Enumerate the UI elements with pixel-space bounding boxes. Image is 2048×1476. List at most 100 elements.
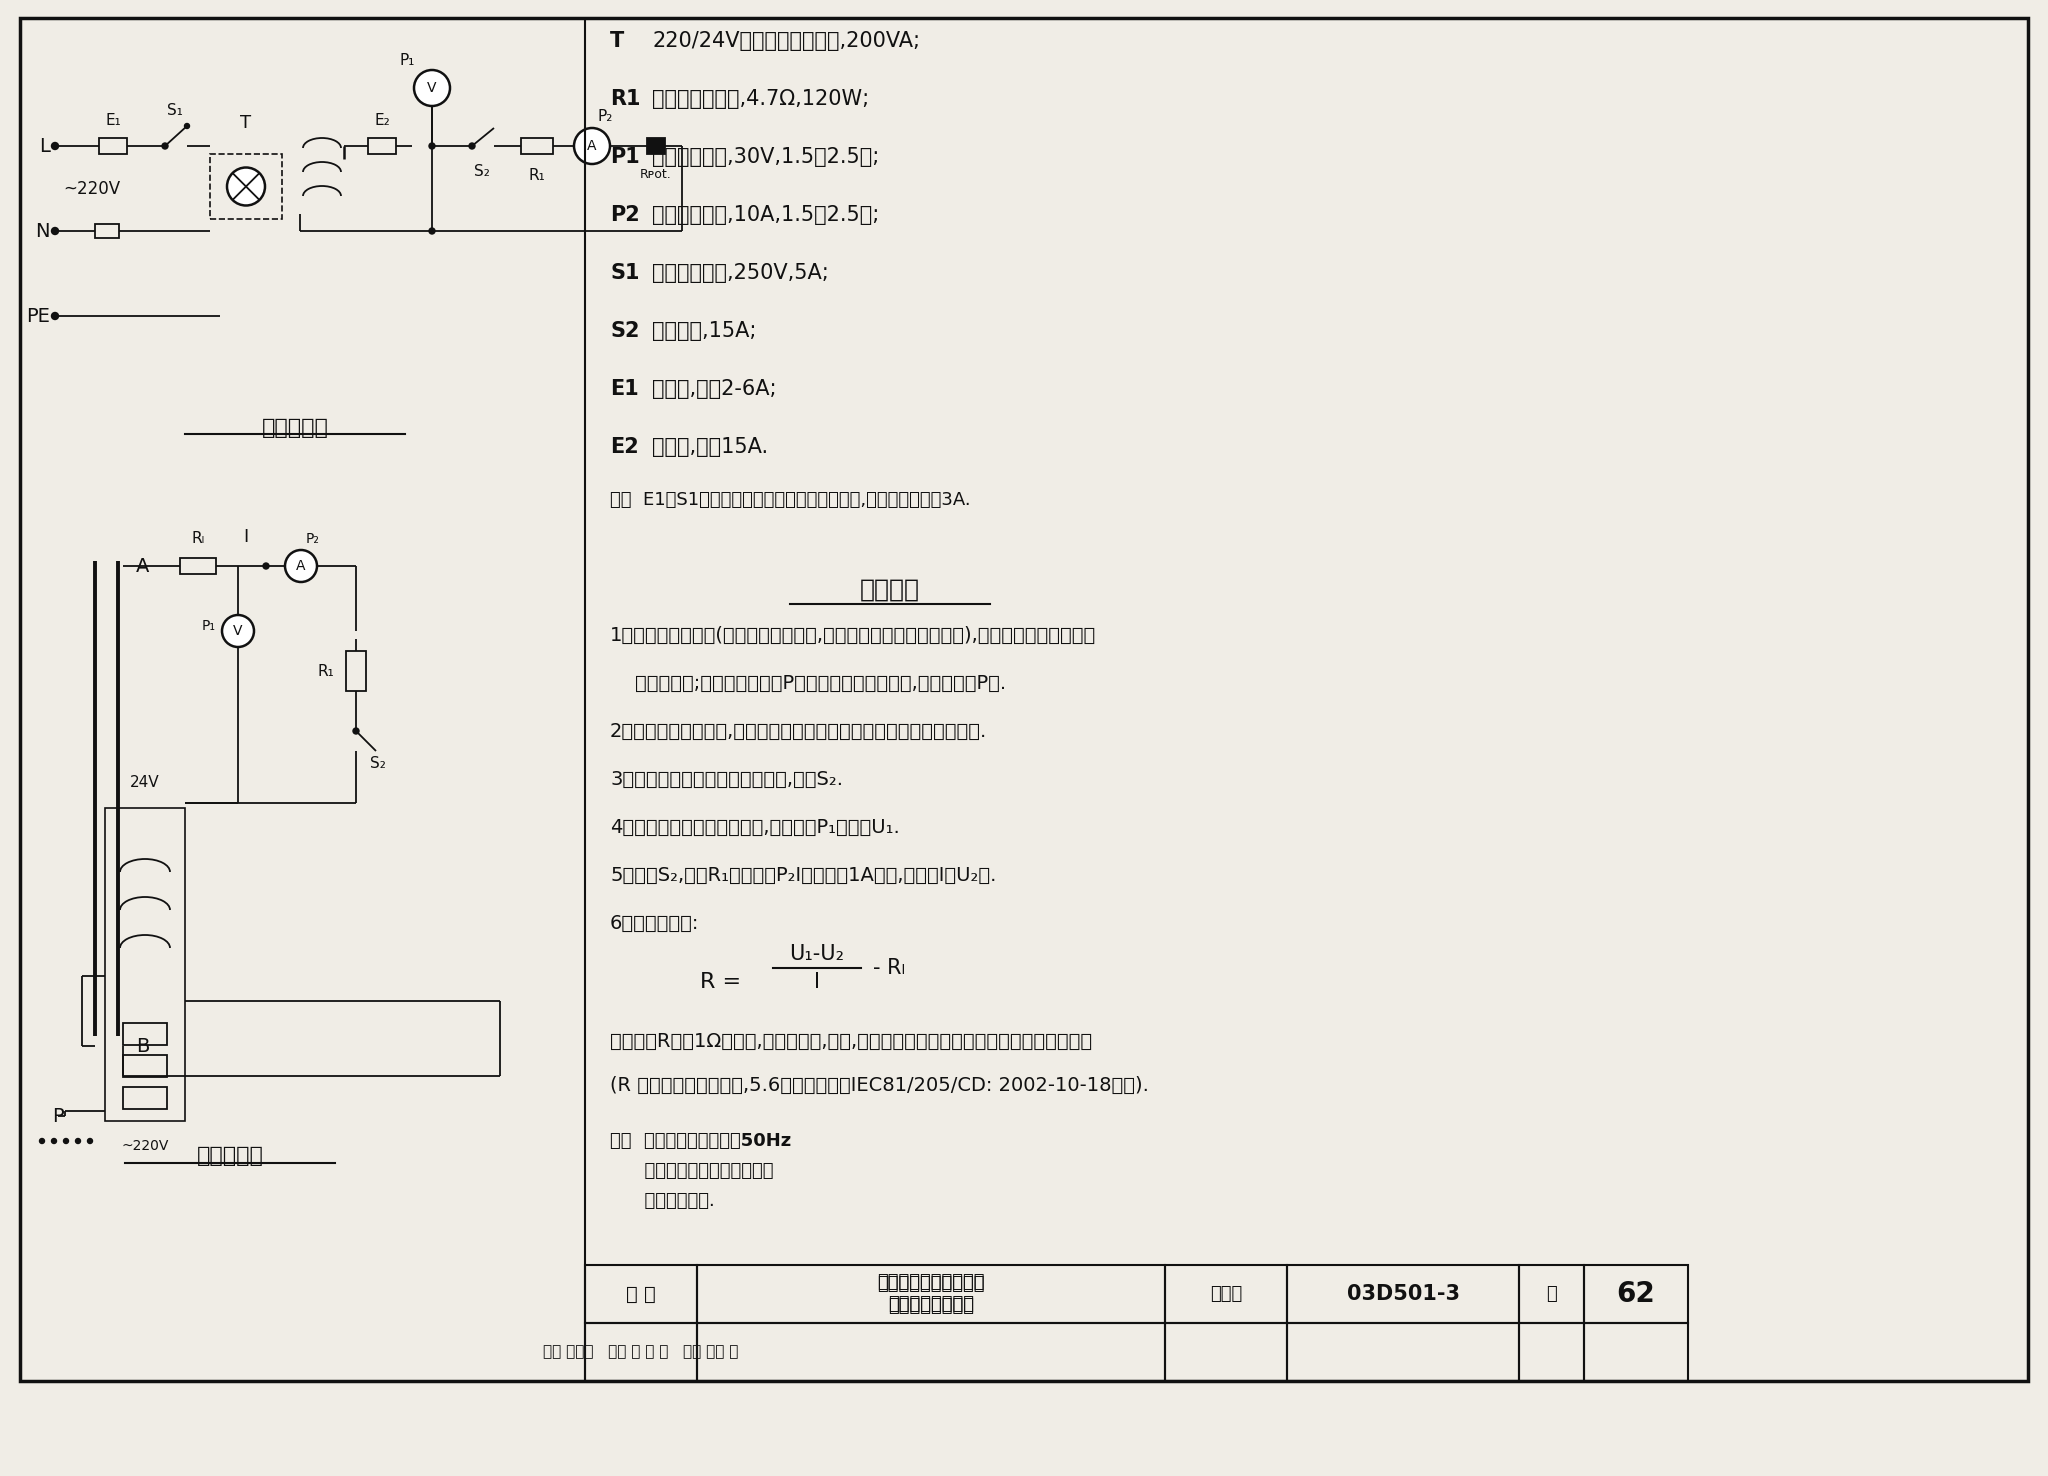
- Text: ~220V: ~220V: [63, 180, 121, 198]
- Circle shape: [227, 167, 264, 205]
- Text: N: N: [35, 221, 49, 241]
- Text: 审核 批光径   校对 高 反 拓   设计 板维 名: 审核 批光径 校对 高 反 拓 设计 板维 名: [543, 1345, 739, 1359]
- Text: 对已建成建筑物测量其
钢筋体电阻的方法: 对已建成建筑物测量其 钢筋体电阻的方法: [877, 1275, 985, 1314]
- Text: 足要求的测量.: 足要求的测量.: [610, 1193, 715, 1210]
- Text: E1: E1: [610, 379, 639, 399]
- Text: V: V: [233, 624, 244, 638]
- Text: 熔断器,熔片2-6A;: 熔断器,熔片2-6A;: [651, 379, 776, 399]
- Bar: [1286, 1322, 1520, 1382]
- Text: E₂: E₂: [375, 114, 389, 128]
- Text: S2: S2: [610, 320, 639, 341]
- Text: R₁: R₁: [317, 664, 334, 679]
- Bar: [1520, 1265, 1583, 1322]
- Text: T: T: [240, 114, 252, 131]
- Bar: [1286, 1265, 1520, 1322]
- Circle shape: [51, 1138, 57, 1144]
- Text: A: A: [297, 559, 305, 573]
- Text: 附 录: 附 录: [627, 1284, 655, 1303]
- Bar: [369, 137, 395, 154]
- Bar: [1520, 1322, 1583, 1382]
- Text: 两极转换开关,250V,5A;: 两极转换开关,250V,5A;: [651, 263, 829, 283]
- Text: 24V: 24V: [131, 775, 160, 790]
- Circle shape: [51, 313, 59, 319]
- Text: A: A: [588, 139, 596, 154]
- Circle shape: [573, 128, 610, 164]
- Text: 62: 62: [1616, 1280, 1655, 1308]
- Text: P1: P1: [610, 148, 639, 167]
- Text: R1: R1: [610, 89, 641, 109]
- Bar: [696, 1265, 1165, 1322]
- Bar: [346, 651, 367, 691]
- Text: S1: S1: [610, 263, 639, 283]
- Text: P₁: P₁: [399, 53, 414, 68]
- Bar: [1583, 1265, 1688, 1322]
- Text: 按钮开关,15A;: 按钮开关,15A;: [651, 320, 756, 341]
- Text: V: V: [428, 81, 436, 94]
- Text: A: A: [135, 556, 150, 576]
- Text: R =: R =: [700, 973, 741, 992]
- Bar: [696, 1322, 1165, 1382]
- Text: 1．在建筑物的底部(无地下室时为一层,有地下室时为地下室或一层),将测量导线连接到钢筋: 1．在建筑物的底部(无地下室时为一层,有地下室时为地下室或一层),将测量导线连接…: [610, 626, 1096, 645]
- Text: B: B: [135, 1036, 150, 1055]
- Text: P2: P2: [610, 205, 639, 224]
- Circle shape: [63, 1138, 68, 1144]
- Bar: [180, 558, 215, 574]
- Circle shape: [285, 551, 317, 582]
- Text: 对已建成建筑物测量其
钢筋体电阻的方法: 对已建成建筑物测量其 钢筋体电阻的方法: [877, 1272, 985, 1315]
- Text: 03D501-3: 03D501-3: [1346, 1284, 1460, 1303]
- Text: 电磁式电流表,10A,1.5或2.5级;: 电磁式电流表,10A,1.5或2.5级;: [651, 205, 879, 224]
- Circle shape: [184, 124, 190, 128]
- Text: P: P: [51, 1107, 63, 1126]
- Text: 可变线绕电阻器,4.7Ω,120W;: 可变线绕电阻器,4.7Ω,120W;: [651, 89, 868, 109]
- Text: 上的预埋件;当等电位连接带P与建筑物钢筋有连接时,也可连接到P上.: 上的预埋件;当等电位连接带P与建筑物钢筋有连接时,也可连接到P上.: [610, 675, 1006, 694]
- Text: 测量步骤: 测量步骤: [860, 579, 920, 602]
- Circle shape: [469, 143, 475, 149]
- Bar: [211, 154, 283, 218]
- Text: T: T: [610, 31, 625, 52]
- Bar: [123, 1055, 168, 1077]
- Text: (R 为测量连接线的电阻,5.6项的要求引自IEC81/205/CD: 2002-10-18文件).: (R 为测量连接线的电阻,5.6项的要求引自IEC81/205/CD: 2002…: [610, 1076, 1149, 1095]
- Circle shape: [51, 143, 59, 149]
- Text: 注：  测量电路也可用于对50Hz: 注： 测量电路也可用于对50Hz: [610, 1132, 791, 1150]
- Bar: [123, 1023, 168, 1045]
- Bar: [123, 1086, 168, 1108]
- Circle shape: [352, 728, 358, 734]
- Text: 3．将串入的线绕电阻调至最大值,断开S₂.: 3．将串入的线绕电阻调至最大值,断开S₂.: [610, 770, 844, 790]
- Text: 注：  E1和S1可合用一台两极小型电磁式断路器,脱扣器额定电流3A.: 注： E1和S1可合用一台两极小型电磁式断路器,脱扣器额定电流3A.: [610, 492, 971, 509]
- Text: 2．在建筑物的最上部,将测量导线连接到钢筋上的预埋件或引出导体上.: 2．在建筑物的最上部,将测量导线连接到钢筋上的预埋件或引出导体上.: [610, 722, 987, 741]
- Circle shape: [39, 1138, 45, 1144]
- Text: 测量接线图: 测量接线图: [197, 1145, 264, 1166]
- Bar: [586, 1265, 696, 1322]
- Text: 5．合上S₂,调节R₁使电流表P₂I的读数为1A左右,并读取I和U₂值.: 5．合上S₂,调节R₁使电流表P₂I的读数为1A左右,并读取I和U₂值.: [610, 866, 997, 886]
- Bar: [94, 224, 119, 238]
- Text: 电磁式电压表,30V,1.5或2.5级;: 电磁式电压表,30V,1.5或2.5级;: [651, 148, 879, 167]
- Text: E2: E2: [610, 437, 639, 458]
- Text: E₁: E₁: [104, 114, 121, 128]
- Bar: [98, 137, 127, 154]
- Circle shape: [162, 143, 168, 149]
- Circle shape: [76, 1138, 80, 1144]
- Text: PE: PE: [27, 307, 49, 326]
- Text: P₂: P₂: [598, 109, 612, 124]
- Bar: [104, 807, 184, 1120]
- Text: - Rₗ: - Rₗ: [872, 958, 905, 979]
- Circle shape: [428, 143, 434, 149]
- Text: R₁: R₁: [528, 168, 545, 183]
- Text: 测量电路图: 测量电路图: [262, 418, 328, 438]
- Bar: [1165, 1265, 1286, 1322]
- Circle shape: [262, 562, 268, 570]
- Text: 计算出的R值为1Ω左右时,则满足要求,这时,对已建成建筑物的钢筋体可利用作为防雷装置: 计算出的R值为1Ω左右时,则满足要求,这时,对已建成建筑物的钢筋体可利用作为防雷…: [610, 1032, 1092, 1051]
- Text: P₂: P₂: [305, 531, 319, 546]
- Text: S₂: S₂: [371, 756, 385, 770]
- Text: Rₗ: Rₗ: [190, 531, 205, 546]
- Text: L: L: [39, 136, 49, 155]
- Circle shape: [414, 69, 451, 106]
- Text: I: I: [813, 973, 819, 992]
- Text: 页: 页: [1546, 1286, 1556, 1303]
- Bar: [520, 137, 553, 154]
- Text: 图集号: 图集号: [1210, 1286, 1243, 1303]
- Text: 6．当按计算式:: 6．当按计算式:: [610, 914, 698, 933]
- Text: I: I: [244, 528, 248, 546]
- Circle shape: [51, 227, 59, 235]
- Bar: [586, 1322, 696, 1382]
